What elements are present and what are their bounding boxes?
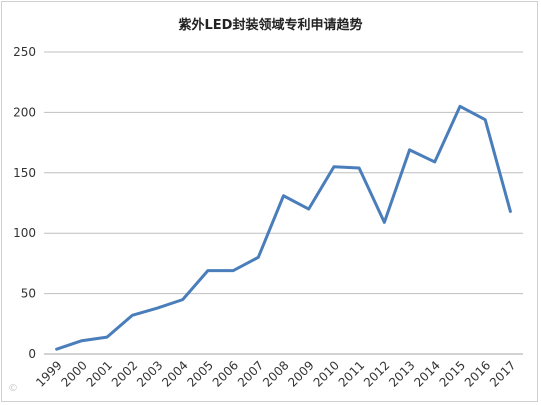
watermark: © [8,383,18,394]
x-tick-labels: 1999200020012002200320042005200620072008… [33,358,518,389]
y-tick-labels: 0 50 100 150 200 250 [13,45,36,361]
x-tick-label: 2012 [361,358,392,389]
x-tick-label: 2001 [84,358,115,389]
x-tick-label: 2011 [336,358,367,389]
x-tick-label: 2006 [210,358,241,389]
x-tick-label: 2010 [311,358,342,389]
y-tick-label: 100 [13,226,36,240]
x-tick-label: 2004 [159,358,190,389]
chart-title: 紫外LED封装领域专利申请趋势 [178,18,363,33]
y-tick-label: 50 [21,287,36,301]
y-tick-label: 150 [13,166,36,180]
x-tick-label: 1999 [33,358,64,389]
x-tick-label: 2016 [462,358,493,389]
x-tick-label: 2009 [285,358,316,389]
x-tick-label: 2007 [235,358,266,389]
gridlines [44,51,523,355]
x-tick-label: 2013 [386,358,417,389]
x-tick-label: 2002 [109,358,140,389]
y-tick-label: 200 [13,105,36,119]
series-lines [55,104,512,351]
y-tick-label: 0 [28,347,36,361]
x-tick-label: 2017 [487,358,518,389]
x-tick-label: 2000 [58,358,89,389]
y-tick-label: 250 [13,45,36,59]
x-tick-label: 2003 [134,358,165,389]
x-tick-label: 2015 [437,358,468,389]
series-line-0 [55,104,512,351]
x-tick-label: 2005 [184,358,215,389]
x-tick-label: 2014 [411,358,442,389]
x-tick-label: 2008 [260,358,291,389]
